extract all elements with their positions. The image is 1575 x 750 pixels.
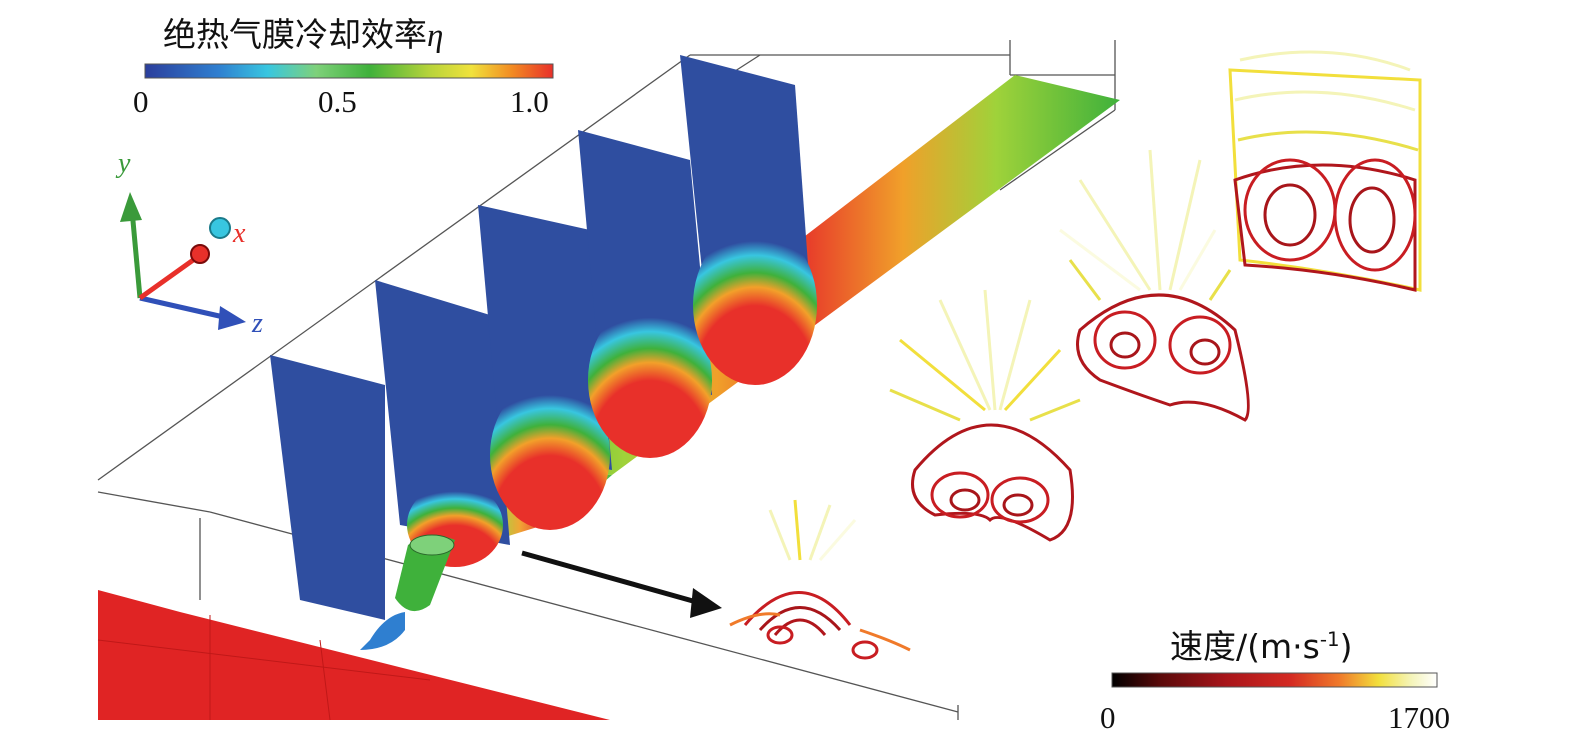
colorbar-eta-title: 绝热气膜冷却效率η <box>163 8 443 56</box>
plume-3 <box>490 380 610 530</box>
z-axis <box>139 295 229 321</box>
colorbar-speed-tick-1: 1700 <box>1388 700 1450 735</box>
plane-1 <box>270 355 385 620</box>
colorbar-speed-title-exponent: -1 <box>1319 628 1340 651</box>
y-axis <box>129 209 143 299</box>
flow-direction-arrow <box>521 550 722 618</box>
plume-5 <box>693 225 817 385</box>
streamlines-2 <box>889 289 1081 542</box>
axis-label-z: z <box>251 308 263 339</box>
plane-2 <box>375 280 510 545</box>
film-hole <box>360 534 455 650</box>
x-axis <box>138 255 198 301</box>
colorbar-eta-title-text: 绝热气膜冷却效率 <box>163 15 427 54</box>
colorbar-speed-title: 速度/(m·s-1) <box>1170 620 1352 668</box>
axis-label-x: x <box>232 218 246 249</box>
colorbar-eta-tick-0: 0 <box>133 84 149 119</box>
colorbar-eta-bar <box>144 63 554 79</box>
colorbar-eta-tick-1: 0.5 <box>318 84 357 119</box>
colorbar-speed-tick-0: 0 <box>1100 700 1116 735</box>
streamlines-1 <box>729 499 911 660</box>
coordinate-axes: y x z <box>115 148 263 339</box>
colorbar-speed-title-suffix: ) <box>1339 627 1353 666</box>
streamlines-4 <box>1228 50 1422 292</box>
plume-4 <box>588 302 712 458</box>
streamlines-3 <box>1059 149 1250 422</box>
wall-grid-lines <box>97 615 431 721</box>
colorbar-speed-bar <box>1111 672 1438 688</box>
colorbar-eta-symbol: η <box>427 18 444 54</box>
cross-section-planes <box>270 55 817 620</box>
axis-label-y: y <box>115 148 131 179</box>
colorbar-eta-tick-2: 1.0 <box>510 84 549 119</box>
x-axis-tip-icon <box>209 217 231 239</box>
wall-surface <box>98 590 610 720</box>
colorbar-speed-title-prefix: 速度/(m·s <box>1170 627 1320 666</box>
